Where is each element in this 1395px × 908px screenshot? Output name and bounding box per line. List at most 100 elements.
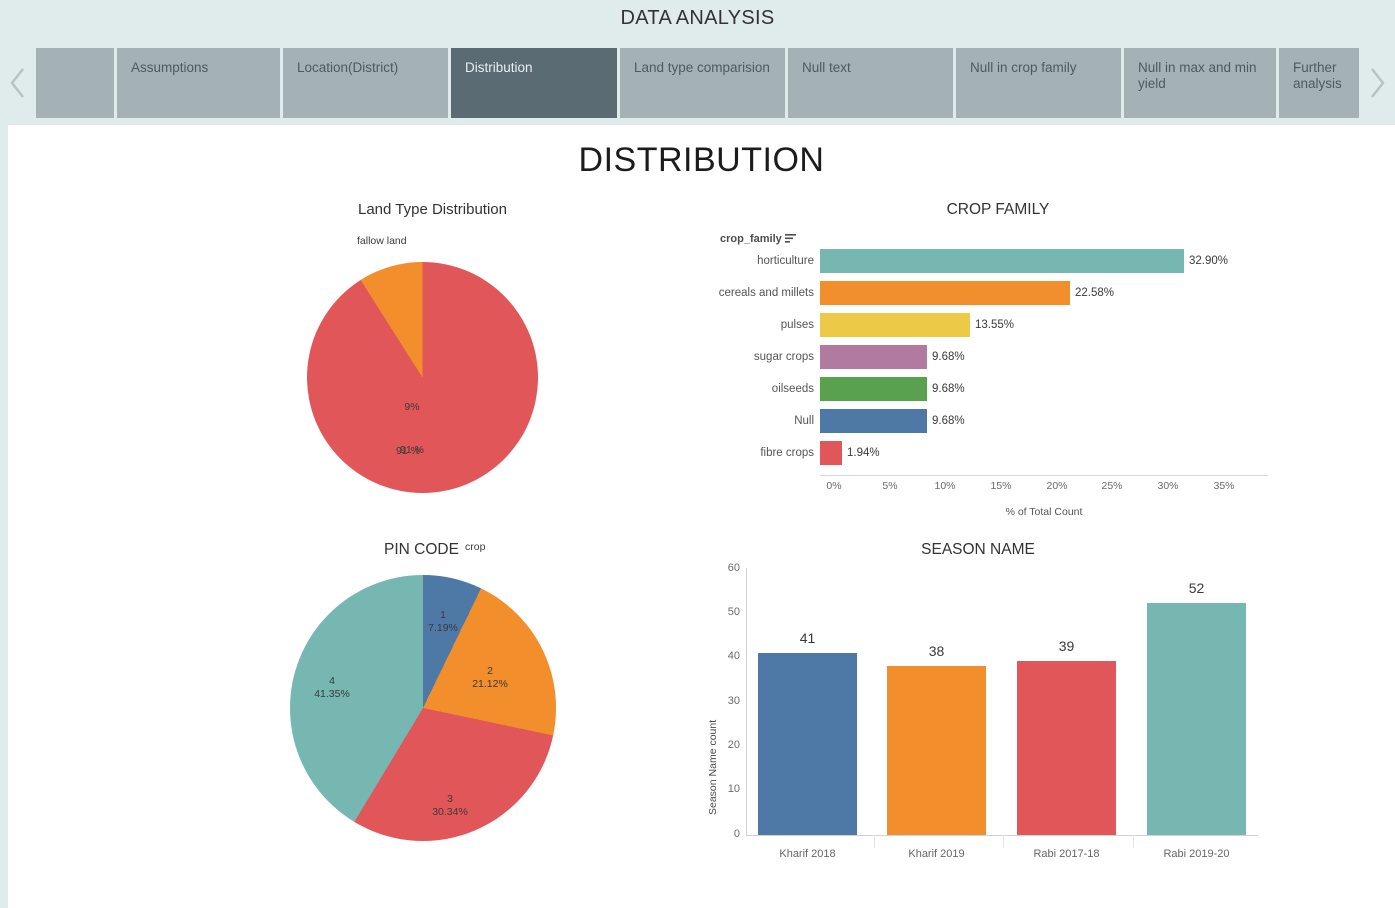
crop-family-xtick-2: 10% [934,480,956,492]
crop-family-xtick-3: 15% [990,480,1012,492]
season-name-xtick-kharif-2019: Kharif 2019 [908,848,965,860]
tab-blank[interactable] [36,48,114,118]
pin-code-pie[interactable] [290,575,556,841]
pin-code-slice-3-value: 30.34% [432,806,468,818]
pin-code-slice-2-category: 2 [487,665,493,677]
land-type-slice-label-fallow-land: fallow land [357,235,407,247]
crop-family-category-horticulture: horticulture [757,255,814,267]
pin-code-slice-4-value: 41.35% [314,688,350,700]
page-title: DISTRIBUTION [578,141,825,179]
crop-family-bar-fibre-crops[interactable] [820,441,842,465]
season-name-bar-rabi-2019-20[interactable] [1147,603,1246,835]
crop-family-value-horticulture: 32.90% [1189,255,1229,267]
tab-null-in-crop-family[interactable]: Null in crop family [956,48,1121,118]
tab-strip: Assumptions Location(District) Distribut… [0,48,1395,118]
crop-family-bar-sugar-crops[interactable] [820,345,927,369]
crop-family-bar-horticulture[interactable] [820,249,1184,273]
season-name-value-rabi-2017-18: 39 [1058,638,1075,654]
crop-family-xtick-6: 30% [1157,480,1179,492]
crop-family-value-sugar-crops: 9.68% [932,351,965,363]
pin-code-title: PIN CODE [384,541,459,558]
crop-family-xtick-4: 20% [1046,480,1068,492]
crop-family-category-sugar-crops: sugar crops [753,351,814,363]
dashboard-canvas: DISTRIBUTION Land Type Distribution fall… [8,125,1395,908]
season-name-ytick-1: 10 [727,783,740,795]
season-name-y-axis-label: Season Name count [707,719,719,815]
pin-code-slice-4: 4 41.35% [302,675,362,701]
crop-family-category-null: Null [794,415,814,427]
pin-code-slice-3-category: 3 [447,793,453,805]
crop-family-bar-null[interactable] [820,409,927,433]
land-type-distribution-title: Land Type Distribution [358,201,507,218]
crop-family-value-cereals-and-millets: 22.58% [1075,287,1115,299]
tab-distribution[interactable]: Distribution [451,48,617,118]
season-name-xaxis-separator [1133,835,1134,848]
tab-null-in-max-and-min-yield[interactable]: Null in max and min yield [1124,48,1276,118]
land-type-value-crop-text: 91 % [400,444,424,456]
crop-family-field-header: crop_family [720,233,797,246]
crop-family-category-cereals-and-millets: cereals and millets [718,287,814,299]
crop-family-bar-cereals-and-millets[interactable] [820,281,1070,305]
season-name-ytick-4: 40 [727,650,740,662]
season-name-ytick-3: 30 [727,695,740,707]
season-name-xaxis-separator [874,835,875,848]
crop-family-bar-pulses[interactable] [820,313,970,337]
season-name-xaxis-separator [1003,835,1004,848]
tab-list: Assumptions Location(District) Distribut… [36,48,1359,118]
crop-family-bar-oilseeds[interactable] [820,377,927,401]
pin-code-slice-1-category: 1 [440,609,446,621]
season-name-value-kharif-2019: 38 [928,643,945,659]
tab-assumptions[interactable]: Assumptions [117,48,280,118]
tab-next-arrow-icon[interactable] [1359,48,1395,118]
season-name-xtick-rabi-2019-20: Rabi 2019-20 [1163,848,1230,860]
crop-family-xtick-7: 35% [1213,480,1235,492]
crop-family-xtick-5: 25% [1101,480,1123,492]
season-name-y-axis [746,568,747,835]
season-name-bar-kharif-2018[interactable] [758,653,857,835]
crop-family-xtick-0: 0% [826,480,842,492]
land-type-pie[interactable] [307,262,538,493]
land-type-value-crop: 91 % [396,445,420,457]
table-row: cereals and millets 22.58% [719,281,1240,305]
crop-family-title: CROP FAMILY [946,201,1050,218]
table-row: fibre crops 1.94% [760,441,1240,465]
crop-family-x-axis [820,475,1268,476]
pin-code-slice-3: 3 30.34% [420,793,480,819]
crop-family-value-fibre-crops: 1.94% [847,447,880,459]
crop-family-category-oilseeds: oilseeds [771,383,814,395]
season-name-xtick-kharif-2018: Kharif 2018 [779,848,836,860]
crop-family-field-label: crop_family [720,233,782,245]
season-name-title: SEASON NAME [921,541,1035,558]
crop-family-category-pulses: pulses [780,319,814,331]
pin-code-slice-1-value: 7.19% [428,622,458,634]
season-name-ytick-5: 50 [727,606,740,618]
sort-descending-icon[interactable] [784,234,797,246]
tab-land-type-comparision[interactable]: Land type comparision [620,48,785,118]
season-name-value-rabi-2019-20: 52 [1188,580,1205,596]
season-name-value-kharif-2018: 41 [799,630,816,646]
tab-further-analysis[interactable]: Further analysis [1279,48,1359,118]
land-type-slice-label-crop: crop [465,541,486,553]
tab-null-text[interactable]: Null text [788,48,953,118]
season-name-ytick-0: 0 [733,828,740,840]
season-name-ytick-6: 60 [727,562,740,574]
table-row: sugar crops 9.68% [754,345,1240,369]
season-name-x-axis [746,835,1258,836]
season-name-xtick-rabi-2017-18: Rabi 2017-18 [1033,848,1100,860]
tab-prev-arrow-icon[interactable] [0,48,36,118]
table-row: Null 9.68% [794,409,1240,433]
land-type-value-fallow-land: 9% [404,401,420,413]
crop-family-category-fibre-crops: fibre crops [760,447,814,459]
dashboard-title: DATA ANALYSIS [620,7,775,29]
crop-family-x-axis-caption: % of Total Count [1005,506,1083,518]
tab-location-district[interactable]: Location(District) [283,48,448,118]
crop-family-value-null: 9.68% [932,415,965,427]
pin-code-slice-2: 2 21.12% [460,665,520,691]
crop-family-value-pulses: 13.55% [975,319,1015,331]
season-name-bar-kharif-2019[interactable] [887,666,986,835]
season-name-bar-rabi-2017-18[interactable] [1017,661,1116,835]
pin-code-slice-1: 1 7.19% [413,609,473,635]
table-row: oilseeds 9.68% [772,377,1240,401]
crop-family-value-oilseeds: 9.68% [932,383,965,395]
table-row: horticulture 32.90% [757,249,1240,273]
